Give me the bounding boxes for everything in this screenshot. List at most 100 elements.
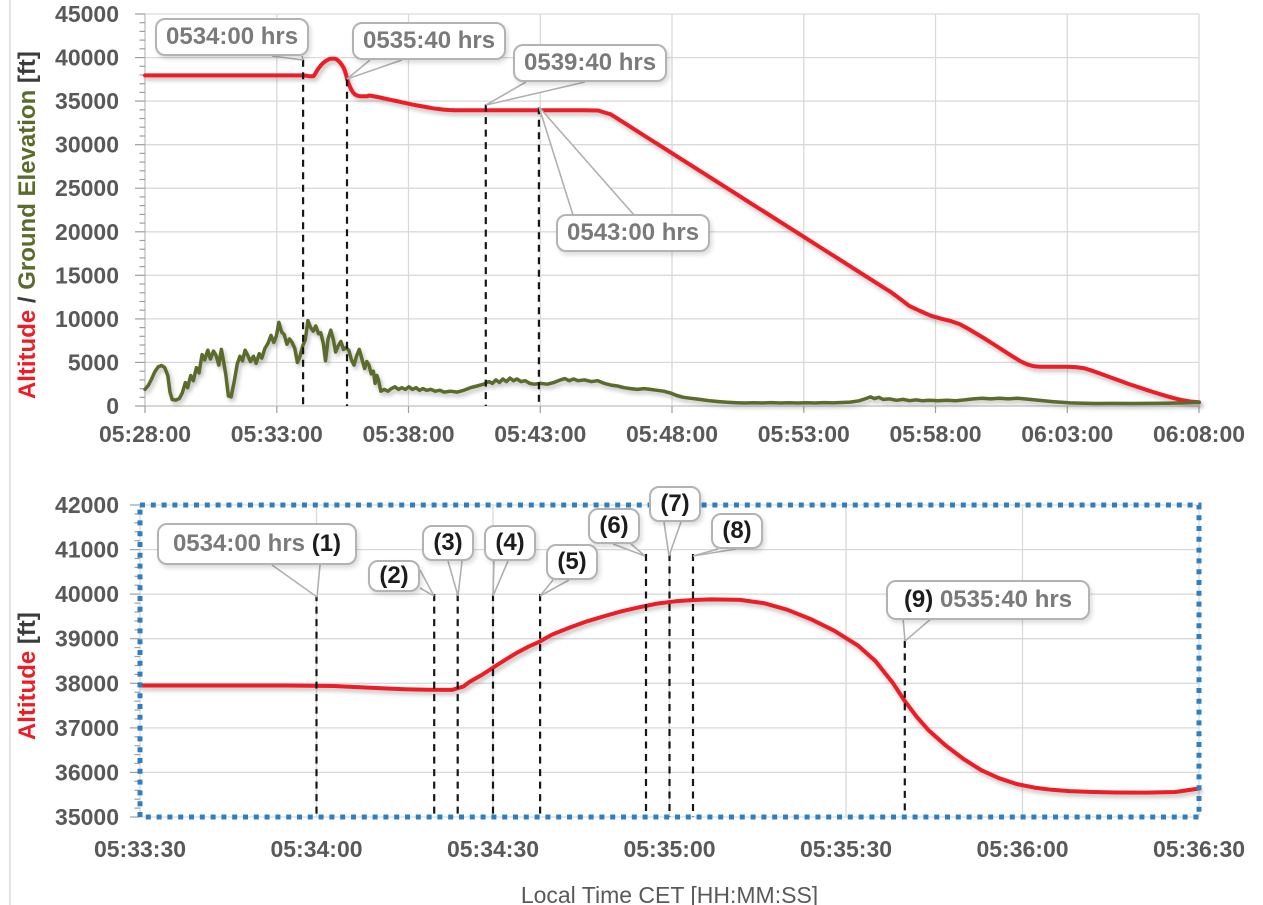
y-title-ft-unit: [ft]: [14, 612, 41, 651]
callout--4-: (4): [484, 525, 536, 561]
callout-text: (4): [495, 529, 525, 556]
callout-text: 0534:00 hrs: [166, 23, 299, 50]
callout--2-: (2): [368, 560, 420, 592]
callout-leader-line: [612, 543, 646, 557]
y-tick-label: 42000: [55, 492, 119, 518]
x-tick-label: 06:08:00: [1153, 421, 1245, 447]
x-tick-label: 05:36:00: [976, 836, 1068, 862]
callout-text: (8): [722, 517, 752, 544]
callout-0539-40-hrs: 0539:40 hrs: [513, 44, 668, 82]
callout-text: 0539:40 hrs: [524, 49, 657, 76]
callout-leader-line: [485, 81, 527, 106]
callout-text: 0543:00 hrs: [567, 219, 700, 246]
callout-leader-line: [419, 587, 435, 597]
callout-leader-line: [301, 55, 304, 61]
callout-0534-00-hrs-1-: 0534:00 hrs (1): [157, 523, 357, 565]
callout-leader-line: [346, 59, 371, 80]
x-tick-label: 05:34:30: [447, 836, 539, 862]
y-tick-label: 35000: [55, 88, 119, 114]
x-tick-label: 05:33:30: [94, 836, 186, 862]
callout-leader-line: [539, 579, 570, 597]
y-title-altitude: Altitude: [14, 309, 41, 400]
callout-leader-line: [538, 106, 635, 216]
callout--9-0535-40-hrs: (9) 0535:40 hrs: [886, 580, 1090, 620]
x-tick-label: 05:38:00: [362, 421, 454, 447]
callout-leader-line: [271, 55, 304, 61]
x-tick-label: 05:53:00: [758, 421, 850, 447]
y-tick-label: 45000: [55, 1, 119, 27]
x-tick-label: 05:35:00: [623, 836, 715, 862]
callout-leader-line: [457, 560, 463, 597]
bottom-chart: 35000 36000 37000 38000 39000 40000 41000 42000…: [55, 492, 1245, 862]
y-title-ground-elevation: Ground Elevation: [14, 89, 41, 290]
callout-text: 0535:40 hrs: [363, 27, 496, 54]
x-tick-label: 05:33:00: [231, 421, 323, 447]
callout-text: (5): [557, 548, 587, 575]
callout-leader-line: [492, 560, 509, 597]
callout-0535-40-hrs: 0535:40 hrs: [352, 22, 507, 60]
y-tick-label: 20000: [55, 219, 119, 245]
y-tick-label: 0: [106, 393, 119, 419]
callout-text: 0534:00 hrs: [172, 530, 312, 557]
callout-text: 0535:40 hrs: [933, 586, 1073, 613]
callout-leader-line: [271, 564, 318, 598]
y-tick-label: 35000: [55, 804, 119, 830]
y-tick-label: 5000: [68, 349, 119, 375]
page-edge-line: [9, 0, 11, 905]
callout-text: (6): [599, 512, 629, 539]
callout-leader-line: [904, 617, 933, 642]
x-tick-label: 05:34:00: [270, 836, 362, 862]
callout-text: (9): [903, 586, 934, 613]
callout-leader-line: [346, 59, 403, 80]
x-tick-label: 05:36:30: [1153, 836, 1245, 862]
series-altitude: [138, 597, 1201, 795]
y-title-ft-unit: [ft]: [14, 51, 41, 90]
callout-text: (1): [311, 530, 342, 557]
x-tick-label: 05:35:30: [800, 836, 892, 862]
callout-leader-line: [316, 564, 321, 598]
series-altitude: [143, 56, 1201, 405]
x-tick-label: 06:03:00: [1021, 421, 1113, 447]
callout-0543-00-hrs: 0543:00 hrs: [556, 214, 711, 252]
callout--6-: (6): [588, 508, 640, 544]
x-tick-label: 05:28:00: [99, 421, 191, 447]
y-tick-label: 40000: [55, 581, 119, 607]
y-title-slash: /: [14, 289, 41, 310]
callout--3-: (3): [422, 525, 474, 561]
y-tick-label: 37000: [55, 715, 119, 741]
y-tick-label: 38000: [55, 670, 119, 696]
callout-text: (2): [379, 562, 409, 589]
y-tick-label: 36000: [55, 759, 119, 785]
y-tick-label: 41000: [55, 537, 119, 563]
callout-0534-00-hrs: 0534:00 hrs: [155, 18, 310, 56]
callout-leader-line: [419, 569, 435, 597]
callout--5-: (5): [546, 544, 598, 580]
x-tick-label: 05:48:00: [626, 421, 718, 447]
y-tick-label: 39000: [55, 626, 119, 652]
callout-leader-line: [630, 543, 646, 557]
callout-leader-line: [692, 548, 737, 557]
callout-leader-line: [902, 617, 906, 642]
callout--7-: (7): [649, 486, 701, 522]
callout-leader-line: [538, 106, 574, 216]
callout-leader-line: [663, 521, 670, 557]
series-ground-elevation: [143, 318, 1201, 406]
top-chart: 0 5000 10000 15000 20000 25000 30000 35000 40000…: [55, 1, 1245, 447]
y-title-altitude: Altitude: [14, 650, 41, 741]
callout-leader-line: [539, 579, 554, 597]
x-tick-label: 05:43:00: [494, 421, 586, 447]
y-tick-label: 40000: [55, 45, 119, 71]
callout-leader-line: [668, 521, 682, 557]
callout-leader-line: [447, 560, 459, 597]
callout--8-: (8): [711, 513, 763, 549]
callout-leader-line: [492, 560, 495, 597]
x-tick-label: 05:58:00: [889, 421, 981, 447]
y-tick-label: 30000: [55, 132, 119, 158]
y-tick-label: 15000: [55, 262, 119, 288]
callout-leader-line: [485, 81, 586, 106]
y-tick-label: 10000: [55, 306, 119, 332]
x-axis-title: Local Time CET [HH:MM:SS]: [520, 882, 819, 905]
y-tick-label: 25000: [55, 175, 119, 201]
